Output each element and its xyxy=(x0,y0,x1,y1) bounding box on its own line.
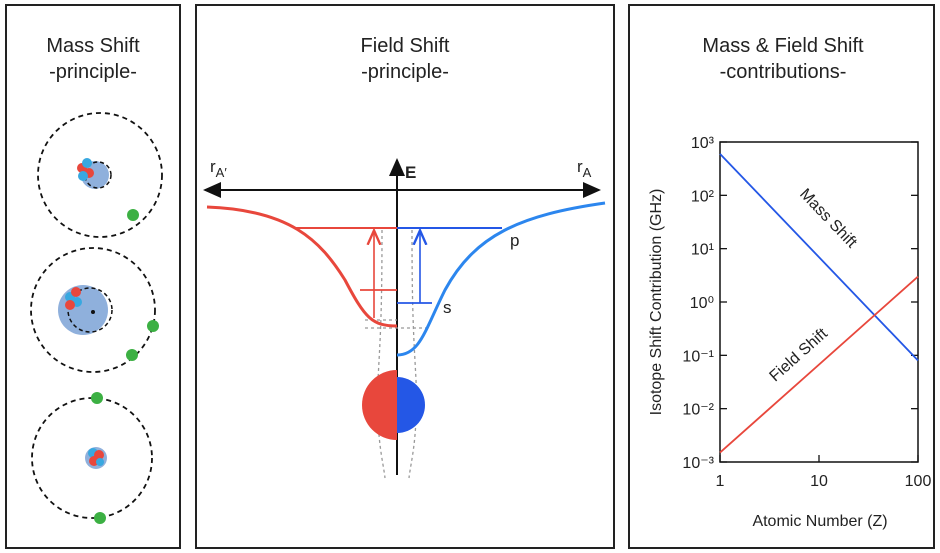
y-tick-label: 10⁻³ xyxy=(682,455,714,472)
y-axis-label: Isotope Shift Contribution (GHz) xyxy=(648,189,665,416)
radius-label: rA′ xyxy=(210,157,227,180)
series-label: Mass Shift xyxy=(796,186,860,252)
x-axis-label: Atomic Number (Z) xyxy=(752,513,887,530)
x-tick-label: 1 xyxy=(716,473,725,490)
panel-frame xyxy=(195,4,615,549)
y-tick-label: 10³ xyxy=(691,135,715,152)
y-tick-label: 10⁻¹ xyxy=(682,348,714,365)
energy-label: E xyxy=(405,163,416,182)
series-line xyxy=(719,275,919,454)
radius-label: rA xyxy=(577,157,592,180)
x-tick-label: 10 xyxy=(810,473,828,490)
radius-base: r xyxy=(577,157,583,176)
y-tick-label: 10⁻² xyxy=(682,402,714,419)
radius-base: r xyxy=(210,157,216,176)
radius-sub: A′ xyxy=(216,165,228,180)
orbital-label: s xyxy=(443,298,452,317)
orbital-label: p xyxy=(510,231,519,250)
atom-diagram xyxy=(30,112,163,524)
panel-title: Mass Shift xyxy=(46,35,140,57)
y-tick-label: 10¹ xyxy=(691,242,714,259)
panel-frame xyxy=(628,4,935,549)
panel-frame xyxy=(5,4,181,549)
y-tick-label: 10⁰ xyxy=(690,295,714,312)
panel-title: Field Shift xyxy=(361,35,450,57)
radius-sub: A xyxy=(583,165,592,180)
y-tick-label: 10² xyxy=(691,188,715,205)
series-line xyxy=(719,153,919,362)
panel-subtitle: -principle- xyxy=(361,61,449,83)
panel-subtitle: -principle- xyxy=(49,61,137,83)
field-shift-diagram xyxy=(203,158,606,479)
panel-title: Mass & Field Shift xyxy=(702,35,864,57)
series-label: Field Shift xyxy=(766,325,831,385)
x-tick-label: 100 xyxy=(905,473,932,490)
panel-subtitle: -contributions- xyxy=(720,61,847,83)
